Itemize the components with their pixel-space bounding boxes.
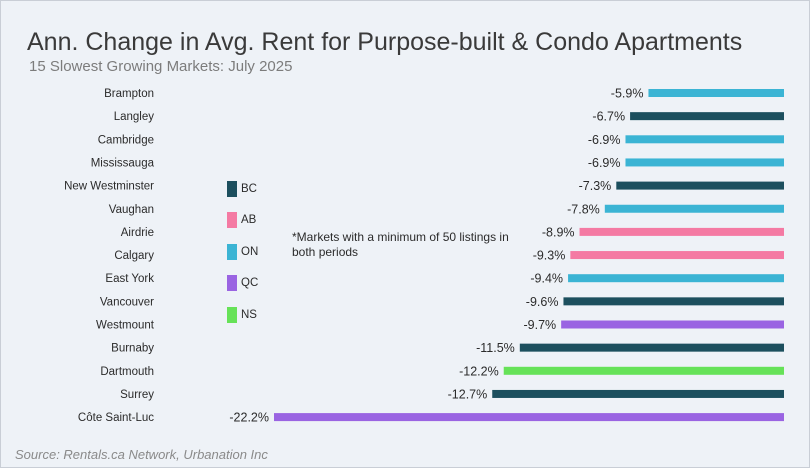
bar-vancouver <box>563 297 784 306</box>
value-label-dartmouth: -12.2% <box>459 364 499 378</box>
category-label-surrey: Surrey <box>120 389 154 401</box>
legend-label-on: ON <box>241 245 259 258</box>
bar-airdrie <box>579 227 784 236</box>
value-label-langley: -6.7% <box>592 110 625 124</box>
category-label-calgary: Calgary <box>114 250 154 262</box>
bar-calgary <box>570 251 784 260</box>
value-label-cambridge: -6.9% <box>588 133 621 147</box>
category-label-brampton: Brampton <box>104 88 154 100</box>
value-label-westmount: -9.7% <box>524 318 557 332</box>
legend-item-ab: AB <box>227 209 258 232</box>
legend-swatch-ns <box>227 306 237 323</box>
category-label-mississauga: Mississauga <box>91 157 155 169</box>
bar-cote-saint-luc <box>274 413 784 422</box>
bar-brampton <box>648 89 784 97</box>
legend-item-on: ON <box>227 240 258 263</box>
bar-surrey <box>492 389 784 398</box>
bar-langley <box>630 112 784 121</box>
category-label-dartmouth: Dartmouth <box>100 366 154 378</box>
value-label-vaughan: -7.8% <box>567 202 600 216</box>
value-label-surrey: -12.7% <box>448 387 488 401</box>
value-label-east-york: -9.4% <box>530 272 563 286</box>
legend-swatch-qc <box>227 275 237 291</box>
bar-chart: Brampton -5.9% Langley -6.7% Cambridge -6.9% M… <box>64 87 784 425</box>
source-note: Source: Rentals.ca Network, Urbanation I… <box>15 447 268 462</box>
category-label-cambridge: Cambridge <box>98 134 154 146</box>
value-label-vancouver: -9.6% <box>526 295 559 309</box>
bar-westmount <box>561 320 784 329</box>
value-label-mississauga: -6.9% <box>588 156 621 170</box>
value-label-cote-saint-luc: -22.2% <box>229 411 269 425</box>
value-label-airdrie: -8.9% <box>542 225 575 239</box>
category-label-langley: Langley <box>114 111 155 123</box>
category-label-new-westminster: New Westminster <box>64 181 154 193</box>
bar-burnaby <box>519 343 784 352</box>
legend-label-ns: NS <box>241 308 257 321</box>
legend-swatch-ab <box>227 212 237 228</box>
category-label-cote-saint-luc: Côte Saint-Luc <box>78 412 154 424</box>
value-label-calgary: -9.3% <box>533 249 566 263</box>
category-label-westmount: Westmount <box>96 320 155 332</box>
category-label-vaughan: Vaughan <box>109 204 154 216</box>
bar-dartmouth <box>503 366 784 375</box>
bar-cambridge <box>625 135 784 144</box>
category-label-burnaby: Burnaby <box>111 343 154 355</box>
listing-footnote: *Markets with a minimum of 50 listings i… <box>292 230 509 259</box>
legend-swatch-on <box>227 243 237 260</box>
category-label-vancouver: Vancouver <box>100 296 154 308</box>
chart-subtitle: 15 Slowest Growing Markets: July 2025 <box>29 58 293 75</box>
legend-item-qc: QC <box>227 272 258 295</box>
category-label-east-york: East York <box>105 273 154 285</box>
bar-east-york <box>568 274 784 283</box>
value-label-burnaby: -11.5% <box>476 341 515 355</box>
legend-item-ns: NS <box>227 303 258 326</box>
legend-swatch-bc <box>227 180 237 197</box>
bar-mississauga <box>625 158 784 167</box>
value-label-new-westminster: -7.3% <box>579 179 612 193</box>
category-label-airdrie: Airdrie <box>121 227 154 239</box>
legend-item-bc: BC <box>227 177 258 200</box>
legend-label-qc: QC <box>241 277 259 289</box>
value-label-brampton: -5.9% <box>611 87 644 101</box>
legend-label-bc: BC <box>241 182 257 195</box>
chart-title: Ann. Change in Avg. Rent for Purpose-bui… <box>27 28 743 56</box>
legend: BC AB ON QC NS <box>227 177 258 335</box>
legend-label-ab: AB <box>241 214 257 226</box>
bar-vaughan <box>604 204 784 213</box>
bar-new-westminster <box>616 181 784 190</box>
